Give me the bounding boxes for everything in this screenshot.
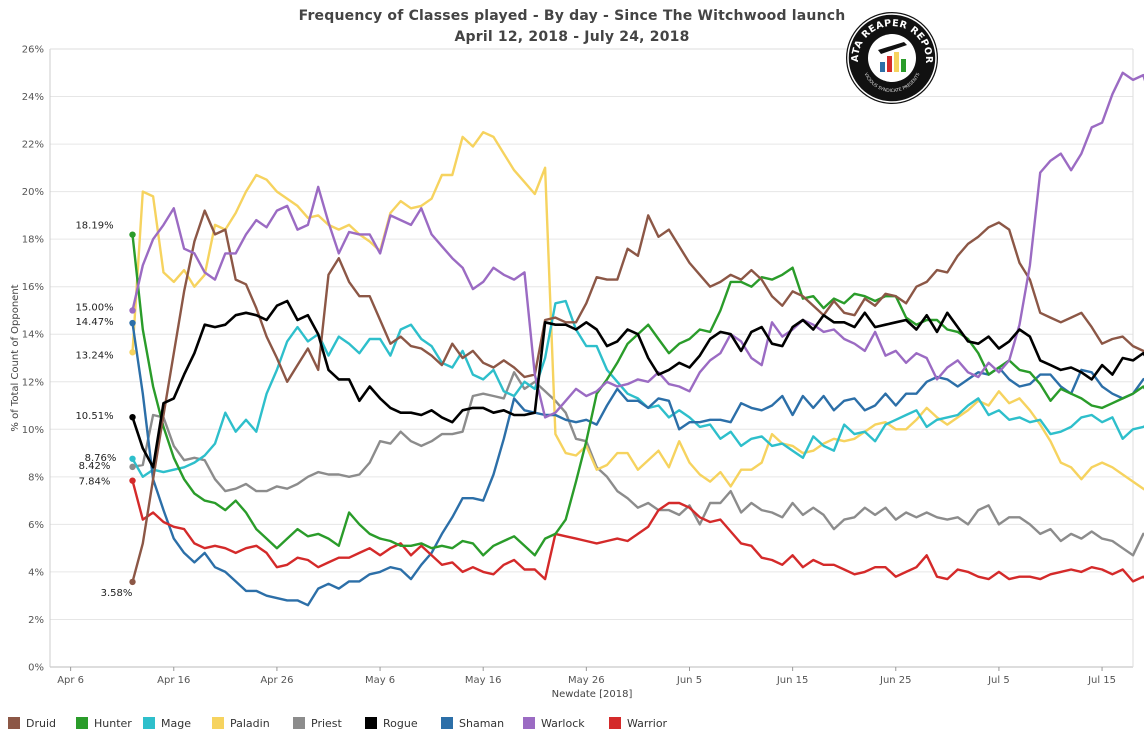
x-tick-label: Jul 15 [1087,675,1116,686]
legend-label: Druid [26,716,57,730]
legend-swatch [609,717,621,729]
x-tick-label: Jun 5 [676,675,702,686]
chart-subtitle: April 12, 2018 - July 24, 2018 [454,29,690,45]
start-label-mage: 8.76% [85,453,117,464]
y-tick-label: 10% [22,425,44,436]
y-tick-label: 18% [22,235,44,246]
legend-label: Rogue [383,716,418,730]
legend-swatch [76,717,88,729]
legend-swatch [8,717,20,729]
legend-swatch [143,717,155,729]
legend-label: Warrior [627,716,668,730]
start-dot-priest [129,463,136,471]
y-tick-label: 22% [22,140,44,151]
y-tick-label: 14% [22,330,44,341]
legend-item-mage[interactable]: Mage [143,717,212,730]
start-dot-rogue [129,413,136,421]
start-dot-druid [129,578,136,586]
start-dot-paladin [129,349,136,356]
legend-swatch [441,717,453,729]
x-tick-label: May 6 [365,675,395,686]
legend-item-shaman[interactable]: Shaman [441,717,523,730]
start-dot-shaman [129,319,136,327]
legend-label: Paladin [230,716,270,730]
start-label-hunter: 18.19% [75,221,113,232]
legend-item-warlock[interactable]: Warlock [523,717,609,730]
legend-item-warrior[interactable]: Warrior [609,717,689,730]
series-line-hunter [131,233,1144,557]
x-axis-label: Newdate [2018] [552,689,633,700]
x-tick-label: Apr 6 [57,675,84,686]
line-chart: 0% 2% 4% 6% 8% 10% 12% 14% 16% 18% 20% 22% 24% 26% Apr… [10,45,1144,700]
legend-item-paladin[interactable]: Paladin [212,717,293,730]
legend-item-rogue[interactable]: Rogue [365,717,441,730]
start-label-warlock: 15.00% [75,302,113,313]
start-label-druid: 3.58% [101,588,133,599]
series-line-warrior [131,479,1144,583]
start-dot-warlock [129,307,136,314]
y-tick-label: 12% [22,377,44,388]
y-tick-label: 2% [28,615,44,626]
x-tick-label: May 26 [568,675,605,686]
start-dot-mage [129,455,136,462]
y-tick-label: 24% [22,92,44,103]
series-line-rogue [131,299,1144,469]
start-dot-warrior [129,477,136,484]
y-tick-label: 6% [28,520,44,531]
legend-item-druid[interactable]: Druid [8,717,76,730]
legend-swatch [365,717,377,729]
legend-swatch [212,717,224,729]
legend-swatch [523,717,535,729]
x-tick-label: Jun 25 [879,675,912,686]
x-tick-label: Apr 26 [260,675,293,686]
legend-swatch [293,717,305,729]
y-tick-label: 26% [22,45,44,56]
x-tick-label: Jun 15 [776,675,809,686]
data-labels: 3.58%13.27%18.19%12.65%8.76%10.02%13.24%… [75,221,136,599]
legend-label: Priest [311,716,342,730]
y-tick-label: 16% [22,282,44,293]
start-label-priest: 8.42% [79,461,111,472]
y-tick-label: 4% [28,567,44,578]
series-lines [131,71,1144,607]
x-tick-label: May 16 [465,675,502,686]
series-line-druid [131,209,1144,584]
start-dot-hunter [129,231,136,238]
axes: 0% 2% 4% 6% 8% 10% 12% 14% 16% 18% 20% 22% 24% 26% Apr… [22,45,1134,686]
series-line-paladin [131,130,1144,491]
legend-label: Shaman [459,716,505,730]
start-label-rogue: 10.51% [75,411,113,422]
chart-title: Frequency of Classes played - By day - S… [298,8,846,24]
y-tick-label: 0% [28,663,44,674]
legend-item-priest[interactable]: Priest [293,717,365,730]
start-label-warrior: 7.84% [79,477,111,488]
x-tick-label: Apr 16 [157,675,190,686]
y-axis-label: % of Total Count of Opponent [10,284,21,431]
legend-label: Mage [161,716,191,730]
start-label-paladin: 13.24% [75,350,113,361]
x-tick-label: Jul 5 [987,675,1010,686]
start-label-shaman: 14.47% [75,317,113,328]
series-line-shaman [131,321,1144,607]
y-tick-label: 8% [28,472,44,483]
data-reaper-report-logo: DATA REAPER REPORT VICIOUS SYNDICATE PRE… [844,10,938,104]
series-line-mage [131,299,1144,478]
series-line-warlock [131,71,1144,419]
legend-label: Hunter [94,716,132,730]
series-line-priest [131,371,1144,557]
legend: Druid Hunter Mage Paladin Priest Rogue Shaman W… [8,714,689,732]
legend-item-hunter[interactable]: Hunter [76,717,143,730]
legend-label: Warlock [541,716,585,730]
y-tick-label: 20% [22,187,44,198]
